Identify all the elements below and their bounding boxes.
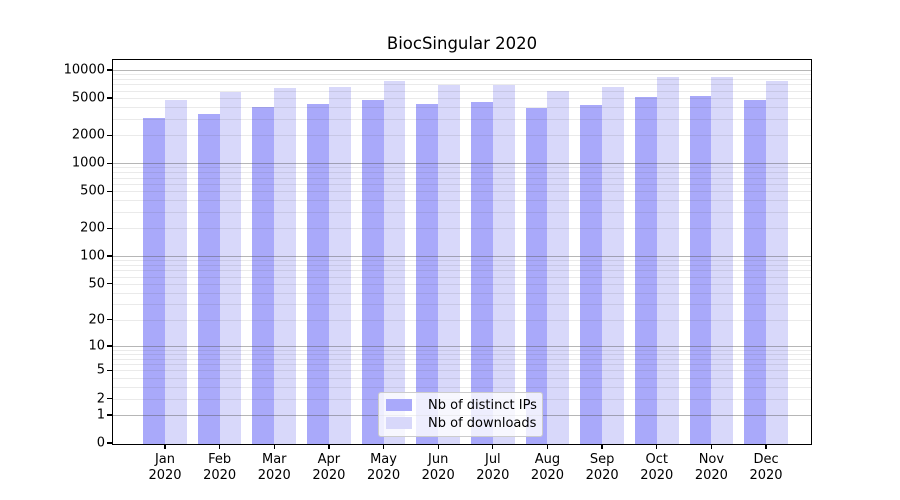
y-axis-tick xyxy=(107,255,112,257)
x-axis-tick-label: Oct 2020 xyxy=(640,452,674,483)
bar-distinct-ips-feb xyxy=(197,114,220,444)
x-axis-tick xyxy=(164,444,166,449)
x-axis-tick xyxy=(765,444,767,449)
x-axis-tick-label: Apr 2020 xyxy=(312,452,346,483)
gridline-minor xyxy=(113,84,811,86)
bar-distinct-ips-jan xyxy=(143,118,165,444)
bar-distinct-ips-may xyxy=(361,99,384,444)
bar-downloads-jun xyxy=(438,85,460,444)
bar-downloads-jul xyxy=(492,84,515,444)
bar-downloads-jan xyxy=(165,100,187,444)
legend-item-downloads: Nb of downloads xyxy=(386,415,537,431)
y-axis-tick-label: 100 xyxy=(80,248,105,264)
y-axis-tick xyxy=(107,442,112,444)
x-axis-tick-label: Sep 2020 xyxy=(585,452,619,483)
y-axis-tick-label: 5 xyxy=(96,362,105,378)
x-axis-tick xyxy=(273,444,275,449)
legend-item-distinct-ips: Nb of distinct IPs xyxy=(386,397,537,413)
legend-label-distinct-ips: Nb of distinct IPs xyxy=(428,397,537,413)
y-axis-tick-label: 2000 xyxy=(71,127,105,143)
chart-title: BiocSingular 2020 xyxy=(386,34,538,53)
gridline-minor xyxy=(113,90,811,92)
y-axis-tick xyxy=(107,227,112,229)
x-axis-tick-label: Feb 2020 xyxy=(203,452,237,483)
y-axis-tick xyxy=(107,397,112,400)
bar-downloads-sep xyxy=(602,87,624,444)
y-axis-tick xyxy=(107,97,112,99)
y-axis-tick xyxy=(107,345,112,347)
legend-swatch-distinct-ips xyxy=(386,399,412,411)
y-axis-tick-label: 2 xyxy=(96,391,105,406)
y-axis-tick xyxy=(107,414,112,416)
y-axis-tick-label: 10 xyxy=(88,338,105,354)
y-axis-tick-label: 20 xyxy=(88,312,105,328)
y-axis-tick-label: 500 xyxy=(80,183,105,199)
bar-distinct-ips-oct xyxy=(634,96,657,444)
y-axis-tick xyxy=(107,162,112,164)
y-axis-tick-label: 200 xyxy=(80,220,105,236)
y-axis-tick-label: 1 xyxy=(96,407,105,423)
y-axis-tick-label: 1000 xyxy=(71,155,105,171)
bar-distinct-ips-jul xyxy=(471,101,493,444)
x-axis-tick-label: Jan 2020 xyxy=(148,452,182,483)
legend-label-downloads: Nb of downloads xyxy=(428,415,537,431)
bar-distinct-ips-jun xyxy=(416,103,439,444)
y-axis-tick xyxy=(107,69,112,71)
bar-downloads-oct xyxy=(656,77,679,444)
bar-distinct-ips-sep xyxy=(580,104,603,444)
x-axis-tick-label: Aug 2020 xyxy=(530,452,565,483)
bar-downloads-feb xyxy=(219,91,242,444)
bar-downloads-apr xyxy=(328,87,351,444)
x-axis-tick xyxy=(328,444,330,449)
y-axis-tick xyxy=(107,283,112,285)
x-axis-tick-label: Jun 2020 xyxy=(421,452,455,483)
legend: Nb of distinct IPs Nb of downloads xyxy=(378,392,543,437)
y-axis-tick xyxy=(107,134,112,136)
bar-downloads-dec xyxy=(766,80,788,444)
x-axis-tick xyxy=(656,444,658,449)
gridline-minor xyxy=(113,74,811,76)
bar-downloads-nov xyxy=(711,76,734,444)
bar-distinct-ips-apr xyxy=(307,104,329,444)
gridline-major xyxy=(113,69,811,72)
x-axis-tick xyxy=(492,444,494,449)
x-axis-tick-label: Dec 2020 xyxy=(749,452,783,483)
x-axis-tick-label: Nov 2020 xyxy=(694,452,728,483)
x-axis-tick-label: May 2020 xyxy=(367,452,401,483)
x-axis-tick-label: Mar 2020 xyxy=(257,452,291,483)
bar-distinct-ips-mar xyxy=(252,107,275,444)
y-axis-tick xyxy=(107,369,112,372)
x-axis-tick xyxy=(601,444,603,449)
y-axis-tick-label: 5000 xyxy=(71,90,105,106)
x-axis-tick xyxy=(382,444,385,449)
bar-downloads-aug xyxy=(547,91,570,444)
y-axis-tick xyxy=(107,190,112,192)
y-axis-tick-label: 50 xyxy=(88,276,105,292)
y-axis-tick xyxy=(107,319,112,321)
bar-distinct-ips-dec xyxy=(744,100,767,444)
x-axis-tick xyxy=(710,444,713,449)
bar-downloads-may xyxy=(383,80,406,444)
legend-swatch-downloads xyxy=(386,417,412,429)
y-axis-tick-label: 10000 xyxy=(63,62,105,78)
gridline-minor xyxy=(113,79,811,81)
x-axis-tick xyxy=(218,444,221,449)
y-axis-tick-label: 0 xyxy=(96,435,105,451)
bar-distinct-ips-aug xyxy=(525,108,548,444)
x-axis-tick-label: Jul 2020 xyxy=(476,452,510,483)
x-axis-tick xyxy=(546,444,549,449)
x-axis-tick xyxy=(437,444,439,449)
bar-distinct-ips-nov xyxy=(689,96,712,444)
bar-downloads-mar xyxy=(274,88,297,444)
